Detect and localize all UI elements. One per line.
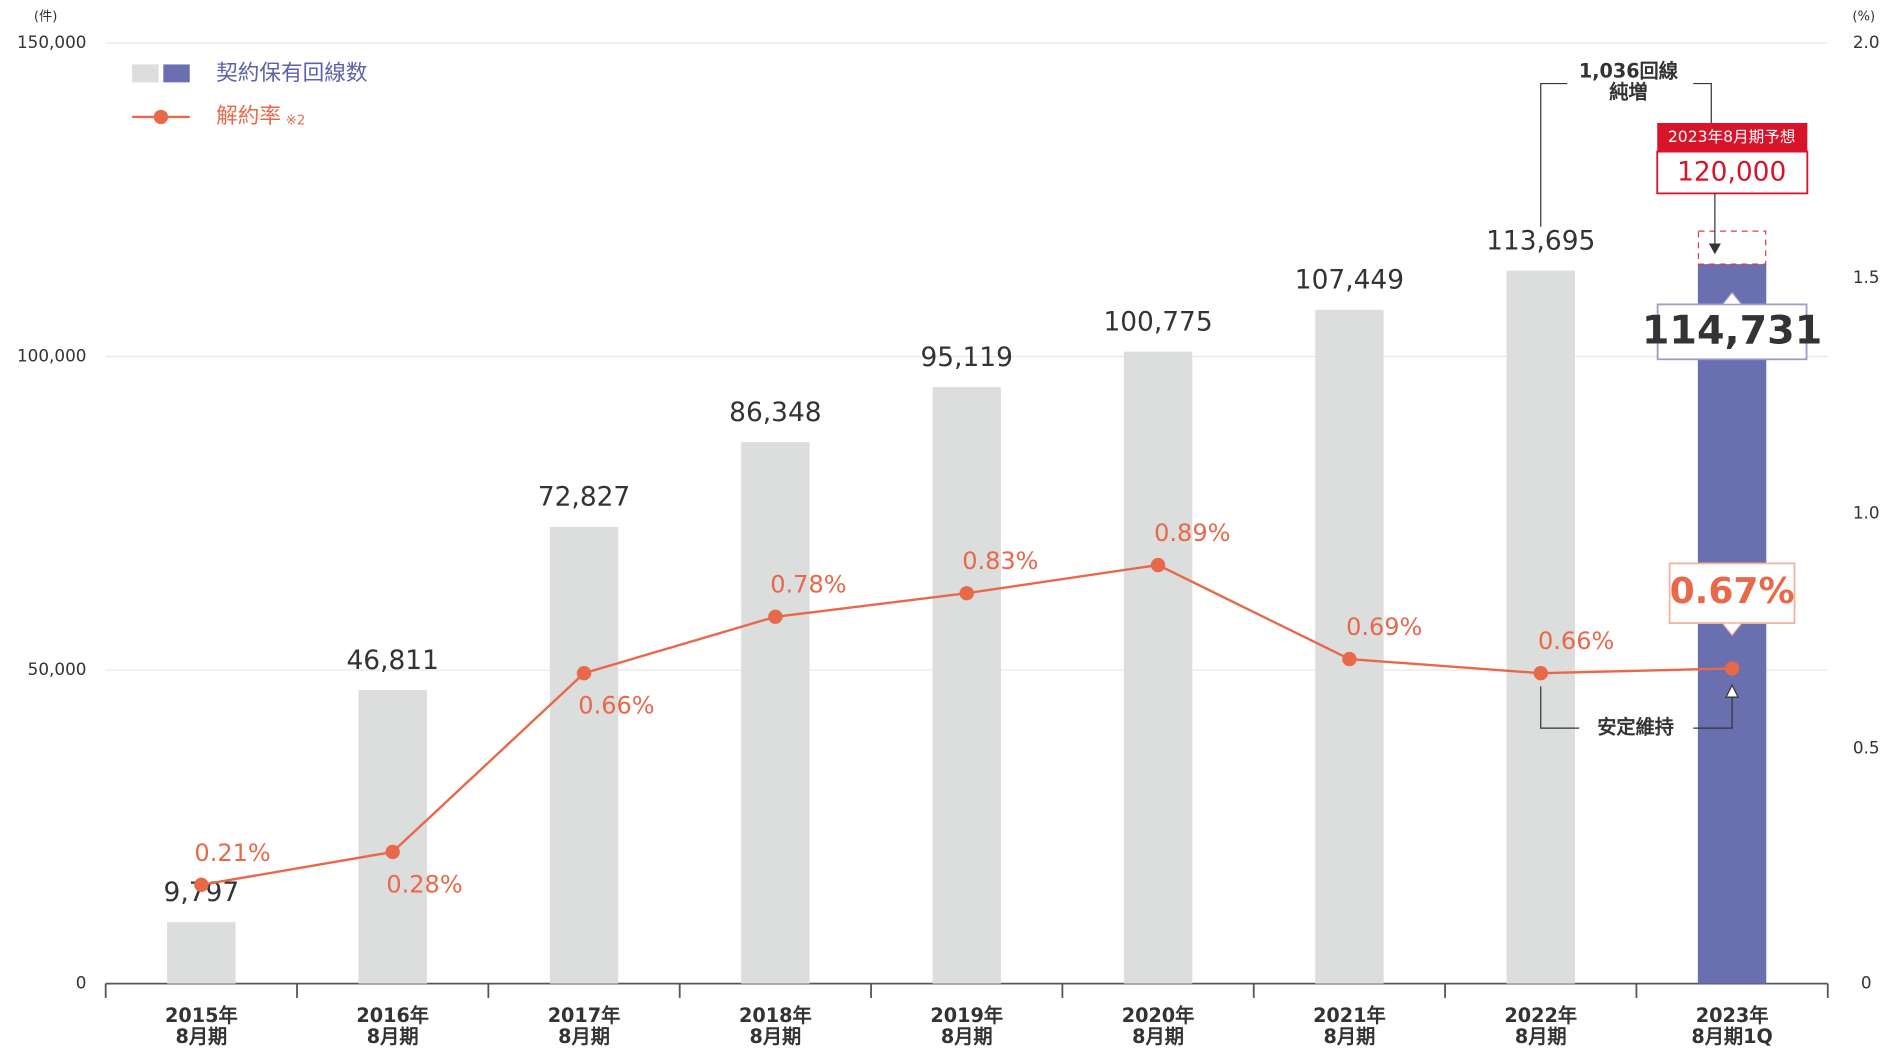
rate-label: 0.28% <box>386 870 462 898</box>
rate-point <box>768 609 783 624</box>
y-tick-label: 150,000 <box>17 32 86 52</box>
y-tick-label: 0 <box>76 973 87 993</box>
bar-value-label-highlight: 114,731 <box>1642 308 1822 354</box>
x-tick-label: 2018年 8月期 <box>739 1003 812 1047</box>
legend-swatch <box>132 64 159 83</box>
rate-point <box>959 586 974 601</box>
bracket <box>1540 686 1733 729</box>
y2-tick-label: 2.0 <box>1853 32 1880 52</box>
rate-point <box>1342 651 1357 667</box>
bracket <box>1540 82 1712 227</box>
bar-value-label: 95,119 <box>921 343 1013 373</box>
forecast-value: 120,000 <box>1677 158 1786 188</box>
x-tick-label: 2021年 8月期 <box>1313 1003 1386 1047</box>
rate-label: 0.89% <box>1154 519 1230 547</box>
rate-point <box>1533 666 1548 681</box>
y-tick-label: 100,000 <box>17 346 86 366</box>
y-tick-label: 50,000 <box>28 659 87 679</box>
rate-point <box>576 666 592 681</box>
y2-tick-label: 0.5 <box>1853 737 1880 757</box>
y2-unit: (%) <box>1852 10 1875 25</box>
rate-label: 0.83% <box>962 547 1038 575</box>
legend-label: 契約保有回線数 <box>216 61 367 86</box>
rate-point <box>385 844 400 860</box>
value-box <box>1656 303 1808 361</box>
x-tick-label: 2023年 8月期1Q <box>1691 1003 1772 1047</box>
rate-point <box>1724 661 1740 676</box>
arrowhead <box>1725 683 1740 698</box>
bar-value-label: 113,695 <box>1486 227 1595 257</box>
bar <box>932 387 1001 984</box>
forecast-arrowhead <box>1708 243 1721 255</box>
legend-label: 解約率 <box>216 104 281 129</box>
forecast-title-bg <box>1657 122 1808 152</box>
rate-label: 0.66% <box>1538 627 1614 655</box>
y2-tick-label: 0 <box>1861 973 1872 993</box>
bar <box>167 922 236 984</box>
x-tick-label: 2016年 8月期 <box>356 1003 429 1047</box>
rate-label: 0.78% <box>770 571 846 599</box>
x-tick-label: 2022年 8月期 <box>1504 1003 1577 1047</box>
y2-tick-label: 1.0 <box>1853 502 1880 522</box>
legend-swatch <box>163 64 190 83</box>
bar <box>549 526 619 984</box>
rate-point <box>1150 557 1166 573</box>
rate-label: 0.21% <box>194 839 270 867</box>
bar-value-label: 46,811 <box>346 646 438 676</box>
y-unit: (件) <box>34 9 57 25</box>
bar-value-label: 86,348 <box>729 398 821 428</box>
rate-label: 0.69% <box>1346 613 1422 641</box>
legend-dot <box>153 109 169 125</box>
x-tick-label: 2015年 8月期 <box>165 1003 238 1047</box>
x-tick-label: 2017年 8月期 <box>548 1003 621 1047</box>
forecast-value-bg <box>1656 150 1809 195</box>
bar <box>1506 270 1575 984</box>
rate-label: 0.66% <box>578 692 654 720</box>
annotation: 1,036回線純増 <box>1579 59 1679 103</box>
rate-label-highlight: 0.67% <box>1670 571 1795 612</box>
forecast-box <box>1697 230 1767 265</box>
forecast-title: 2023年8月期予想 <box>1668 128 1796 146</box>
rate-point <box>194 877 209 892</box>
y2-tick-label: 1.5 <box>1853 267 1880 287</box>
bar-value-label: 72,827 <box>538 483 630 513</box>
bar <box>1123 351 1193 984</box>
x-tick-label: 2020年 8月期 <box>1122 1003 1195 1047</box>
bar-value-label: 107,449 <box>1295 266 1404 296</box>
bar <box>741 442 810 984</box>
bar-value-label: 100,775 <box>1103 308 1212 338</box>
x-tick-label: 2019年 8月期 <box>930 1003 1003 1047</box>
value-box-pointer <box>1721 291 1743 305</box>
bar <box>358 690 427 984</box>
annotation: 安定維持 <box>1597 716 1674 739</box>
rate-box <box>1668 562 1796 625</box>
legend-note: ※2 <box>286 114 305 129</box>
rate-box-pointer <box>1721 622 1743 637</box>
